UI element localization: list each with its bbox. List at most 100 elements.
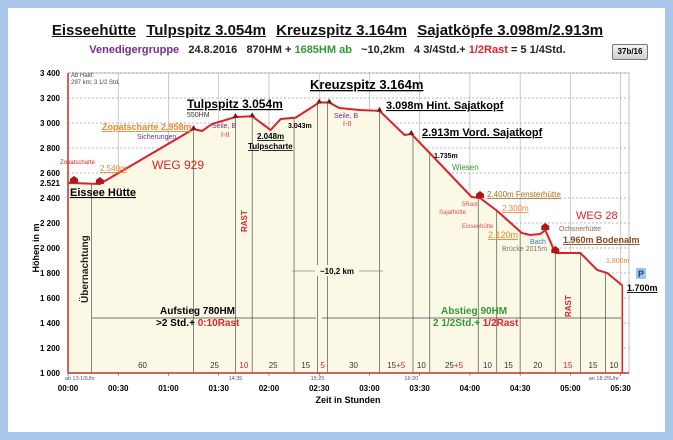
hut-icon — [551, 246, 560, 253]
x-tick-label: 03:00 — [359, 384, 380, 393]
hut-icon — [95, 177, 104, 184]
y-tick-label: 2 400 — [40, 194, 61, 203]
ann-eisseehuette: Eisseehütte — [462, 224, 494, 230]
ann-weg929: WEG 929 — [152, 158, 204, 172]
segment-duration-label: 20 — [533, 361, 542, 370]
x-tick-label: 03:30 — [409, 384, 430, 393]
ann-grade1: I-II — [221, 132, 229, 139]
y-tick-label: 3 000 — [40, 119, 61, 128]
segment-duration-label: 15 — [589, 361, 598, 370]
segment-duration-label: 15 — [563, 361, 572, 370]
ann-zopat2958: Zopatscharte 2.958m — [102, 122, 192, 132]
ann-weg28: WEG 28 — [576, 210, 618, 222]
ann-bruecke: Brücke 2015m — [502, 246, 547, 253]
chart-title: Eisseehütte Tulpspitz 3.054m Kreuzspitz … — [0, 22, 655, 39]
ann-bach: Bach — [530, 239, 546, 246]
ann-rast-a: RAST — [240, 210, 249, 232]
title-part: Sajatköpfe 3.098m/2.913m — [417, 22, 604, 39]
clock-label: 16:20 — [404, 376, 418, 382]
summit-marker-icon — [249, 112, 256, 118]
distance: ~10,2km — [361, 44, 405, 56]
x-tick-label: 00:30 — [108, 384, 129, 393]
hut-icon — [475, 191, 484, 198]
y-tick-label: 2 600 — [40, 169, 61, 178]
y-tick-label: 2 200 — [40, 219, 61, 228]
profile-line — [67, 101, 623, 287]
x-tick-label: 01:30 — [208, 384, 229, 393]
total: = 5 1/4Std. — [510, 44, 566, 56]
parking-icon — [636, 268, 646, 279]
profile-area — [68, 102, 623, 373]
ann-fenster: 2.400m Fensterhütte — [487, 190, 561, 199]
clock-label: 14:35 — [229, 376, 243, 382]
y-axis-title: Höhen in m — [31, 224, 41, 273]
ann-sajathuette: Sajathütte — [439, 210, 467, 216]
segment-duration-label: 10 — [483, 361, 492, 370]
ann-1800: 1.800m — [606, 258, 630, 265]
ann-seile2: Seile, B — [334, 113, 358, 120]
ann-km: ~10,2 km — [320, 267, 354, 276]
ann-5rast: 5Rast — [462, 202, 478, 208]
ann-rast-b: RAST — [564, 295, 573, 317]
x-tick-label: 05:30 — [610, 384, 631, 393]
segment-duration-label: 60 — [138, 361, 147, 370]
ann-abhaid2: 297 km; 3 1/2 Std. — [71, 80, 120, 86]
ann-2540: 2.540m — [100, 164, 127, 173]
segment-duration-label: 10 — [609, 361, 618, 370]
segment-duration-label: 10 — [417, 361, 426, 370]
badge-button[interactable]: 37b/16 — [612, 44, 648, 60]
y-tick-label: 2 800 — [40, 144, 61, 153]
x-tick-label: 02:00 — [259, 384, 280, 393]
ann-ab-time: 2 1/2Std.+ 1/2Rast — [433, 318, 519, 329]
hut-icon — [541, 223, 550, 230]
segment-duration-label: 15 — [301, 361, 310, 370]
ann-2120: 2.120m — [488, 230, 518, 240]
ann-2300: 2.300m — [502, 204, 529, 213]
group: Venedigergruppe — [89, 44, 180, 56]
ann-auf-time: >2 Std.+ 0:10Rast — [156, 318, 240, 329]
y-tick-label: 1 200 — [40, 344, 61, 353]
start-elevation-label: 2.521 — [40, 179, 61, 188]
hm-down: 1685HM ab — [294, 44, 352, 56]
clock-label: ab 13:10Uhr — [65, 376, 95, 382]
segment-duration-label: 15+5 — [387, 361, 406, 370]
time: 4 3/4Std.+ — [414, 44, 466, 56]
summit-marker-icon — [190, 125, 197, 130]
x-tick-label: 04:00 — [460, 384, 481, 393]
x-axis-title: Zeit in Stunden — [316, 395, 381, 405]
y-tick-label: 1 000 — [40, 369, 61, 378]
ann-sicherungen: Sicherungen — [137, 134, 176, 141]
y-tick-label: 2 000 — [40, 244, 61, 253]
segment-duration-label: 5 — [320, 361, 325, 370]
x-tick-label: 01:00 — [158, 384, 179, 393]
summit-marker-icon — [376, 106, 383, 112]
ann-wiesen: Wiesen — [452, 163, 479, 172]
date: 24.8.2016 — [188, 44, 238, 56]
clock-label: 15:25 — [311, 376, 325, 382]
ann-abstieg: Abstieg 90HM — [441, 306, 507, 317]
segment-duration-label: 25 — [210, 361, 219, 370]
y-tick-label: 3 200 — [40, 94, 61, 103]
ann-2048: 2.048m — [257, 132, 284, 141]
clock-label: an 18:25Uhr — [589, 376, 619, 382]
ann-vord: 2.913m Vord. Sajatkopf — [422, 127, 543, 139]
x-tick-label: 05:00 — [560, 384, 581, 393]
y-tick-label: 3 400 — [40, 69, 61, 78]
hm-up: 870HM + — [246, 44, 292, 56]
ann-1735: 1.735m — [434, 153, 458, 160]
y-tick-label: 1 600 — [40, 294, 61, 303]
ann-tulpspitz: Tulpspitz 3.054m — [187, 97, 283, 111]
segment-duration-label: 25+5 — [445, 361, 464, 370]
title-part: Kreuzspitz 3.164m — [276, 22, 408, 39]
segment-duration-label: 25 — [269, 361, 278, 370]
ann-hint: 3.098m Hint. Sajatkopf — [386, 100, 504, 112]
ann-3043: 3.043m — [288, 123, 312, 130]
ann-550hm: 550HM — [187, 112, 210, 119]
segment-duration-label: 10 — [239, 361, 248, 370]
summit-marker-icon — [326, 98, 333, 104]
parking-label: P — [638, 269, 644, 279]
ann-1700: 1.700m — [627, 283, 658, 293]
x-tick-label: 02:30 — [309, 384, 330, 393]
x-tick-label: 00:00 — [58, 384, 79, 393]
